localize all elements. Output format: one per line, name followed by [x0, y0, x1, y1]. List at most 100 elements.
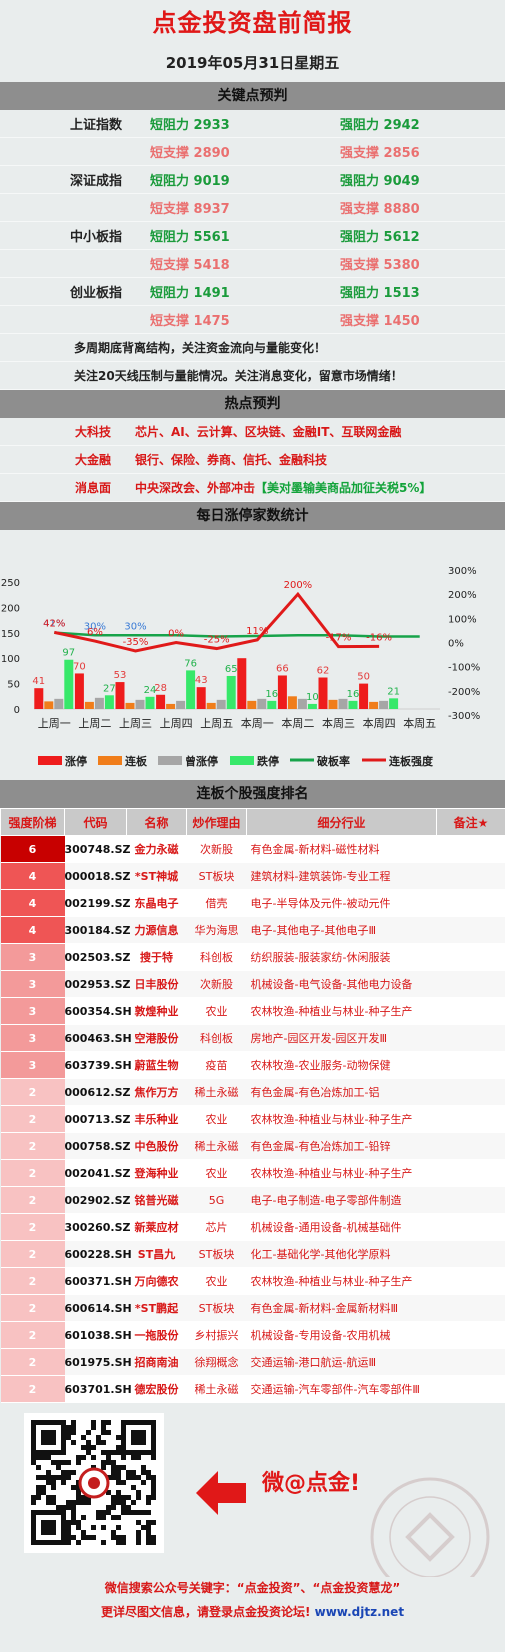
rank-column-header: 名称	[126, 808, 187, 836]
key-point-row: 短支撑 8937 强支撑 8880	[0, 194, 505, 222]
legend-label: 涨停	[65, 754, 87, 768]
stock-name[interactable]: 丰乐种业	[126, 1105, 187, 1133]
stock-code: 002503.SZ	[64, 943, 131, 971]
stock-name[interactable]: ST昌九	[126, 1240, 187, 1268]
stock-name[interactable]: 登海种业	[126, 1159, 187, 1187]
bar-data-label: 41	[32, 676, 45, 687]
table-row[interactable]: 3 600354.SH 敦煌种业 农业 农林牧渔-种植业与林业-种子生产	[0, 997, 505, 1025]
hot-label: 消息面	[75, 481, 112, 495]
strength-level: 3	[0, 1051, 65, 1079]
stock-name[interactable]: 一拖股份	[126, 1321, 187, 1349]
y-left-tick: 100	[1, 654, 20, 665]
stock-name[interactable]: *ST神城	[126, 862, 187, 890]
stock-name[interactable]: 焦作万方	[126, 1078, 187, 1106]
bar-曾涨停	[176, 700, 186, 709]
stock-name[interactable]: 金力永磁	[126, 835, 187, 863]
table-row[interactable]: 2 002902.SZ 铭普光磁 5G 电子-电子制造-电子零部件制造	[0, 1186, 505, 1214]
table-row[interactable]: 2 600371.SH 万向德农 农业 农林牧渔-种植业与林业-种子生产	[0, 1267, 505, 1295]
stock-name[interactable]: 日丰股份	[126, 970, 187, 998]
line-data-label: -16%	[366, 632, 392, 643]
stock-code: 603739.SH	[64, 1051, 132, 1079]
stock-name[interactable]: 德宏股份	[126, 1375, 187, 1403]
bar-data-label: 76	[184, 658, 197, 669]
table-row[interactable]: 2 002041.SZ 登海种业 农业 农林牧渔-种植业与林业-种子生产	[0, 1159, 505, 1187]
line-data-label: 42%	[43, 618, 65, 629]
bar-曾涨停	[338, 698, 348, 709]
table-row[interactable]: 2 600228.SH ST昌九 ST板块 化工-基础化学-其他化学原料	[0, 1240, 505, 1268]
stock-name[interactable]: 中色股份	[126, 1132, 187, 1160]
stock-name[interactable]: 搜于特	[126, 943, 187, 971]
stock-name[interactable]: 蔚蓝生物	[126, 1051, 187, 1079]
index-name: 创业板指	[70, 286, 123, 301]
key-points-list: 上证指数 短阻力 2933 强阻力 2942 短支撑 2890 强支撑 2856 深证成指…	[0, 110, 505, 334]
table-row[interactable]: 6 300748.SZ 金力永磁 次新股 有色金属-新材料-磁性材料	[0, 835, 505, 863]
y-left-tick: 200	[1, 603, 20, 614]
bar-data-label: 66	[276, 663, 289, 674]
qr-code-icon[interactable]	[24, 1413, 164, 1553]
stock-code: 601038.SH	[64, 1321, 132, 1349]
stock-name[interactable]: 敦煌种业	[126, 997, 187, 1025]
stock-name[interactable]: 铭普光磁	[126, 1186, 187, 1214]
table-row[interactable]: 2 600614.SH *ST鹏起 ST板块 有色金属-新材料-金属新材料Ⅲ	[0, 1294, 505, 1322]
key-points-note-2: 关注20天线压制与量能情况。关注消息变化，留意市场情绪！	[0, 362, 505, 390]
stock-name[interactable]: 东晶电子	[126, 889, 187, 917]
note-cell	[436, 916, 505, 944]
strength-level: 2	[0, 1375, 65, 1403]
hype-reason: 芯片	[186, 1213, 247, 1241]
hot-label: 大科技	[75, 425, 112, 439]
table-row[interactable]: 2 601038.SH 一拖股份 乡村振兴 机械设备-专用设备-农用机械	[0, 1321, 505, 1349]
x-tick-label: 本周一	[241, 716, 274, 730]
note-cell	[436, 1321, 505, 1349]
line-data-label: 41%	[43, 619, 65, 630]
bar-涨停	[359, 683, 369, 709]
note-cell	[436, 970, 505, 998]
bar-data-label: 70	[73, 661, 86, 672]
bar-连板	[206, 702, 216, 709]
strong-level: 强阻力 2942	[340, 118, 420, 133]
bar-涨停	[34, 688, 44, 709]
table-row[interactable]: 2 000612.SZ 焦作万方 稀土永磁 有色金属-有色冶炼加工-铝	[0, 1078, 505, 1106]
strength-level: 2	[0, 1348, 65, 1376]
bar-涨停	[115, 682, 125, 709]
stock-name[interactable]: 新莱应材	[126, 1213, 187, 1241]
stock-code: 600463.SH	[64, 1024, 132, 1052]
stock-name[interactable]: *ST鹏起	[126, 1294, 187, 1322]
table-row[interactable]: 3 600463.SH 空港股份 科创板 房地产-园区开发-园区开发Ⅲ	[0, 1024, 505, 1052]
stock-name[interactable]: 万向德农	[126, 1267, 187, 1295]
bar-data-label: 16	[347, 689, 360, 700]
footer-keywords: “点金投资”、“点金投资慧龙”	[236, 1581, 401, 1595]
arrow-left-icon	[196, 1471, 246, 1515]
table-row[interactable]: 4 002199.SZ 东晶电子 借壳 电子-半导体及元件-被动元件	[0, 889, 505, 917]
bar-涨停	[318, 677, 328, 709]
bar-data-label: 50	[357, 672, 370, 683]
footer-line-2-prefix: 更详尽图文信息，请登录点金投资论坛!	[100, 1605, 311, 1619]
line-data-label: 30%	[84, 621, 106, 632]
table-row[interactable]: 4 300184.SZ 力源信息 华为海思 电子-其他电子-其他电子Ⅲ	[0, 916, 505, 944]
table-row[interactable]: 2 601975.SH 招商南油 徐翔概念 交通运输-港口航运-航运Ⅲ	[0, 1348, 505, 1376]
stock-name[interactable]: 招商南油	[126, 1348, 187, 1376]
table-row[interactable]: 2 000758.SZ 中色股份 稀土永磁 有色金属-有色冶炼加工-铅锌	[0, 1132, 505, 1160]
stock-name[interactable]: 空港股份	[126, 1024, 187, 1052]
table-row[interactable]: 3 002503.SZ 搜于特 科创板 纺织服装-服装家纺-休闲服装	[0, 943, 505, 971]
legend-label: 连板	[125, 754, 148, 768]
stock-name[interactable]: 力源信息	[126, 916, 187, 944]
bar-连板	[166, 703, 176, 709]
table-row[interactable]: 2 603701.SH 德宏股份 稀土永磁 交通运输-汽车零部件-汽车零部件Ⅲ	[0, 1375, 505, 1403]
note-cell	[436, 1213, 505, 1241]
bar-曾涨停	[94, 697, 104, 709]
forum-link[interactable]: www.djtz.net	[314, 1605, 405, 1619]
bar-跌停	[226, 675, 236, 709]
x-tick-label: 本周二	[281, 716, 314, 730]
table-row[interactable]: 2 300260.SZ 新莱应材 芯片 机械设备-通用设备-机械基础件	[0, 1213, 505, 1241]
table-row[interactable]: 3 002953.SZ 日丰股份 次新股 机械设备-电气设备-其他电力设备	[0, 970, 505, 998]
table-row[interactable]: 2 000713.SZ 丰乐种业 农业 农林牧渔-种植业与林业-种子生产	[0, 1105, 505, 1133]
bar-data-label: 21	[387, 686, 400, 697]
industry: 有色金属-新材料-金属新材料Ⅲ	[246, 1294, 437, 1322]
industry: 有色金属-新材料-磁性材料	[246, 835, 437, 863]
table-row[interactable]: 3 603739.SH 蔚蓝生物 疫苗 农林牧渔-农业服务-动物保健	[0, 1051, 505, 1079]
industry: 机械设备-通用设备-机械基础件	[246, 1213, 437, 1241]
note-cell	[436, 1132, 505, 1160]
hot-value: 芯片、AI、云计算、区块链、金融IT、互联网金融	[135, 425, 402, 439]
table-row[interactable]: 4 000018.SZ *ST神城 ST板块 建筑材料-建筑装饰-专业工程	[0, 862, 505, 890]
